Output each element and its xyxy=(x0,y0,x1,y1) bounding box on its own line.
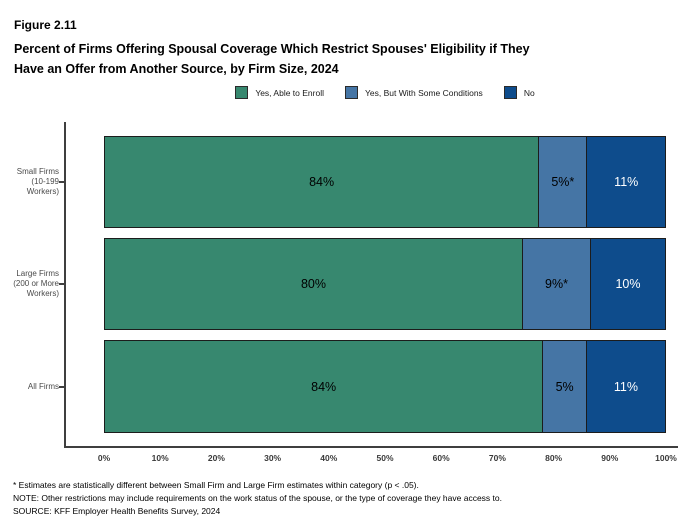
y-axis-label: Small Firms (10-199 Workers) xyxy=(0,167,59,197)
x-axis-tick-label: 40% xyxy=(320,453,338,463)
bar-segment: 11% xyxy=(586,136,666,228)
legend-item-1: Yes, Able to Enroll xyxy=(235,86,324,99)
bar-segment: 5% xyxy=(542,340,587,433)
y-axis-line xyxy=(64,122,66,448)
bar-segment: 10% xyxy=(589,238,666,330)
bar-segment: 84% xyxy=(104,340,544,433)
x-axis-tick-label: 90% xyxy=(601,453,619,463)
y-axis-label: All Firms xyxy=(0,382,59,392)
legend-item-2: Yes, But With Some Conditions xyxy=(345,86,483,99)
y-axis-label-line: Large Firms xyxy=(16,269,59,278)
bar-segment-label: 9%* xyxy=(545,277,568,291)
y-axis-label-line: Workers) xyxy=(26,187,59,196)
bar-row-1: 84% 5%* 11% xyxy=(104,136,666,228)
x-axis-tick-label: 20% xyxy=(207,453,225,463)
x-axis-tick-label: 0% xyxy=(97,453,111,463)
bar-segment-label: 80% xyxy=(300,277,326,291)
chart-title-line-2: Have an Offer from Another Source, by Fi… xyxy=(14,62,339,76)
chart-title: Percent of Firms Offering Spousal Covera… xyxy=(14,39,530,79)
y-axis-label-line: Workers) xyxy=(26,289,59,298)
legend: Yes, Able to Enroll Yes, But With Some Co… xyxy=(104,85,666,100)
legend-swatch-icon xyxy=(345,86,358,99)
legend-item-label: Yes, But With Some Conditions xyxy=(365,87,483,98)
bar-segment-label: 84% xyxy=(309,175,335,189)
bar-row-2: 80% 9%* 10% xyxy=(104,238,666,330)
y-axis-label-line: (10-199 xyxy=(31,177,59,186)
bar-segment: 5%* xyxy=(538,136,588,228)
footnotes: * Estimates are statistically different … xyxy=(13,479,502,518)
legend-swatch-icon xyxy=(503,86,517,99)
footnote-note: NOTE: Other restrictions may include req… xyxy=(13,493,502,503)
chart-title-line-1: Percent of Firms Offering Spousal Covera… xyxy=(14,42,530,56)
bar-segment: 80% xyxy=(104,238,523,330)
bar-segment: 11% xyxy=(585,340,666,433)
x-axis-tick-label: 80% xyxy=(545,453,563,463)
y-axis-label-line: (200 or More xyxy=(13,279,59,288)
y-axis-tick xyxy=(59,385,64,388)
x-axis-tick-label: 30% xyxy=(264,453,282,463)
x-axis-tick-label: 70% xyxy=(488,453,506,463)
legend-swatch-icon xyxy=(235,86,249,99)
y-axis-tick xyxy=(59,283,64,285)
bar-row-3: 84% 5% 11% xyxy=(104,340,666,433)
bar-segment-label: 5% xyxy=(555,379,574,394)
x-axis-tick-label: 10% xyxy=(151,453,169,463)
y-axis-label-line: Small Firms xyxy=(16,167,59,176)
bar-segment: 9%* xyxy=(521,238,591,330)
bar-segment-label: 11% xyxy=(613,379,638,394)
bar-segment-label: 5%* xyxy=(551,175,575,189)
footnote-source: SOURCE: KFF Employer Health Benefits Sur… xyxy=(13,506,221,516)
figure-number: Figure 2.11 xyxy=(14,18,77,32)
legend-item-3: No xyxy=(503,86,535,99)
footnote-significance: * Estimates are statistically different … xyxy=(13,480,419,490)
x-axis-tick-label: 50% xyxy=(376,453,394,463)
x-axis-line xyxy=(64,446,678,448)
y-axis-label: Large Firms (200 or More Workers) xyxy=(0,269,59,299)
bar-segment-label: 11% xyxy=(614,175,639,189)
bar-segment-label: 10% xyxy=(615,277,641,291)
bar-segment-label: 84% xyxy=(311,379,337,394)
y-axis-tick xyxy=(59,181,64,183)
x-axis-tick-label: 100% xyxy=(655,453,677,463)
legend-item-label: Yes, Able to Enroll xyxy=(255,87,324,98)
legend-item-label: No xyxy=(523,87,535,98)
y-axis-label-line: All Firms xyxy=(27,381,59,391)
x-axis-tick-label: 60% xyxy=(432,453,450,463)
bar-segment: 84% xyxy=(104,136,540,228)
